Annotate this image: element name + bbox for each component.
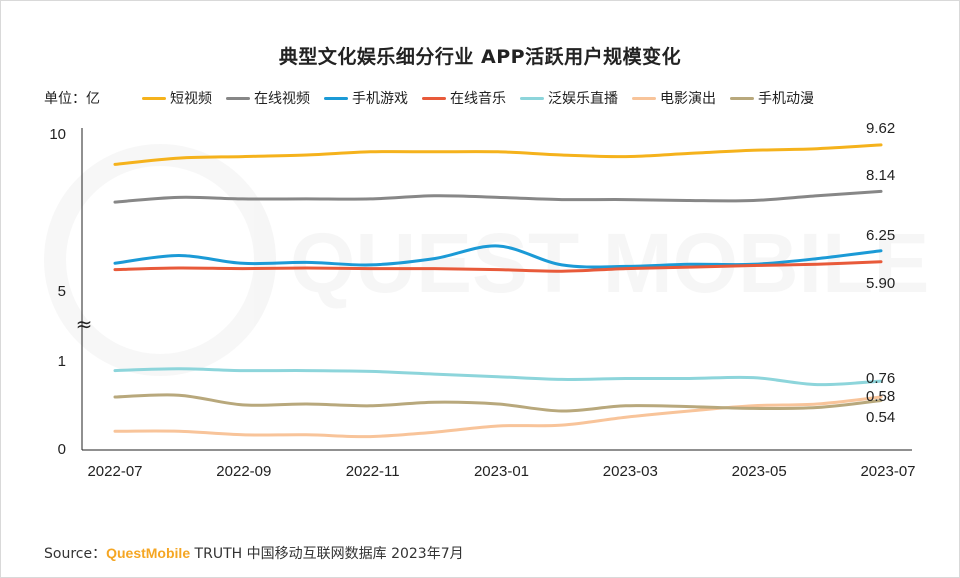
- series-end-label: 6.25: [866, 227, 895, 244]
- legend-label: 在线音乐: [450, 91, 506, 107]
- legend-label: 泛娱乐直播: [548, 91, 618, 107]
- series-line: [113, 260, 883, 273]
- unit-label: 单位：亿: [44, 91, 100, 107]
- series-line: [113, 367, 883, 387]
- series-end-label: 5.90: [866, 275, 895, 292]
- legend-item: 泛娱乐直播: [520, 88, 618, 108]
- source-prefix: Source：: [44, 546, 107, 562]
- series-line: [113, 395, 883, 439]
- legend-label: 在线视频: [254, 91, 310, 107]
- legend-swatch: [632, 96, 656, 100]
- series-line: [113, 143, 883, 166]
- y-tick-label: 5: [58, 283, 66, 300]
- y-tick-label: 1: [58, 353, 66, 370]
- x-tick-label: 2023-01: [474, 463, 529, 480]
- series-end-label: 8.14: [866, 167, 895, 184]
- legend-swatch: [142, 96, 166, 100]
- legend-item: 在线视频: [226, 88, 310, 108]
- source-brand: QuestMobile: [106, 545, 191, 561]
- legend-item: 电影演出: [632, 88, 716, 108]
- series-line: [113, 189, 883, 204]
- source-note: Source：QuestMobile TRUTH 中国移动互联网数据库 2023…: [44, 543, 464, 563]
- series-end-label: 0.76: [866, 370, 895, 387]
- x-tick-label: 2023-07: [860, 463, 915, 480]
- legend-swatch: [730, 96, 754, 100]
- legend-label: 手机游戏: [352, 91, 408, 107]
- legend-swatch: [422, 96, 446, 100]
- x-tick-label: 2022-09: [216, 463, 271, 480]
- axis-break-mark: ≈: [76, 312, 93, 336]
- legend-label: 短视频: [170, 91, 212, 107]
- legend-swatch: [324, 96, 348, 100]
- legend: 短视频 在线视频 手机游戏 在线音乐 泛娱乐直播 电影演出 手机动漫: [142, 88, 814, 108]
- series-line: [113, 393, 883, 413]
- x-tick-label: 2023-03: [603, 463, 658, 480]
- series-end-label: 9.62: [866, 120, 895, 137]
- y-tick-label: 10: [49, 126, 66, 143]
- x-tick-label: 2022-07: [87, 463, 142, 480]
- legend-swatch: [226, 96, 250, 100]
- legend-label: 电影演出: [660, 91, 716, 107]
- series-end-label: 0.54: [866, 409, 895, 426]
- legend-item: 在线音乐: [422, 88, 506, 108]
- legend-item: 手机游戏: [324, 88, 408, 108]
- legend-swatch: [520, 96, 544, 100]
- y-tick-label: 0: [58, 441, 66, 458]
- source-rest: TRUTH 中国移动互联网数据库 2023年7月: [190, 546, 464, 562]
- legend-item: 手机动漫: [730, 88, 814, 108]
- series-end-label: 0.58: [866, 388, 895, 405]
- chart-title: 典型文化娱乐细分行业 APP活跃用户规模变化: [278, 46, 682, 68]
- legend-item: 短视频: [142, 88, 212, 108]
- x-tick-label: 2022-11: [346, 463, 400, 480]
- x-tick-label: 2023-05: [732, 463, 787, 480]
- legend-label: 手机动漫: [758, 91, 814, 107]
